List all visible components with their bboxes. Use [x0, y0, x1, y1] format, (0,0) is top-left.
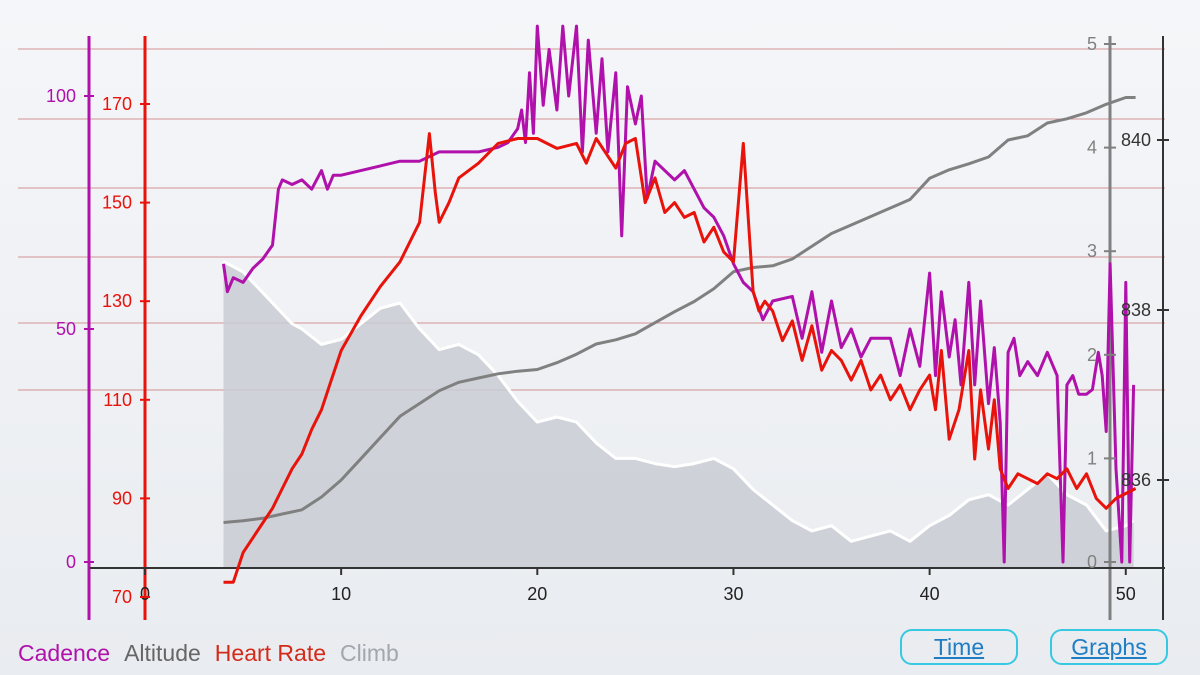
climb-tick-label: 2: [1087, 345, 1097, 365]
legend: Cadence Altitude Heart Rate Climb: [18, 640, 413, 667]
climb-line: [222, 260, 1135, 543]
legend-entry: Heart Rate: [214, 640, 327, 666]
climb-series: [222, 260, 1135, 568]
climb-tick-label: 3: [1087, 241, 1097, 261]
data-lines: [222, 24, 1137, 584]
heart-rate-tick-label: 170: [102, 94, 132, 114]
x-tick-label: 10: [331, 584, 351, 604]
heart-rate-line: [223, 132, 1137, 584]
heart-rate-tick-label: 90: [112, 488, 132, 508]
altitude-tick-label: 840: [1121, 130, 1151, 150]
climb-area: [223, 261, 1134, 568]
legend-entry: Cadence: [18, 640, 111, 666]
heart-rate-tick-label: 130: [102, 291, 132, 311]
climb-tick-label: 1: [1087, 448, 1097, 468]
altitude-line: [223, 96, 1136, 524]
heart-rate-tick-label: 110: [103, 390, 132, 410]
x-tick-label: 40: [920, 584, 940, 604]
x-tick-label: 0: [140, 584, 150, 604]
graphs-button[interactable]: Graphs: [1050, 629, 1168, 665]
legend-entry: Altitude: [124, 640, 201, 666]
cadence-line: [222, 24, 1136, 564]
grid: [18, 48, 1165, 391]
altitude-tick-label: 838: [1121, 300, 1151, 320]
x-tick-label: 50: [1116, 584, 1136, 604]
x-tick-label: 20: [527, 584, 547, 604]
x-tick-label: 30: [723, 584, 743, 604]
tick-labels: 0 10 20 30 40 50 0 50 100 70 90 110 130 150 170 0 1 2 3 4 5 8…: [46, 34, 1169, 607]
cadence-tick-label: 100: [46, 86, 76, 106]
heart-rate-tick-label: 150: [102, 193, 132, 213]
heart-rate-tick-label: 70: [112, 587, 132, 607]
cadence-tick-label: 50: [56, 319, 76, 339]
climb-tick-label: 0: [1087, 552, 1097, 572]
climb-tick-label: 4: [1087, 138, 1097, 158]
altitude-tick-label: 836: [1121, 470, 1151, 490]
time-button[interactable]: Time: [900, 629, 1018, 665]
climb-tick-label: 5: [1087, 34, 1097, 54]
cadence-tick-label: 0: [66, 552, 76, 572]
legend-entry: Climb: [340, 640, 399, 666]
